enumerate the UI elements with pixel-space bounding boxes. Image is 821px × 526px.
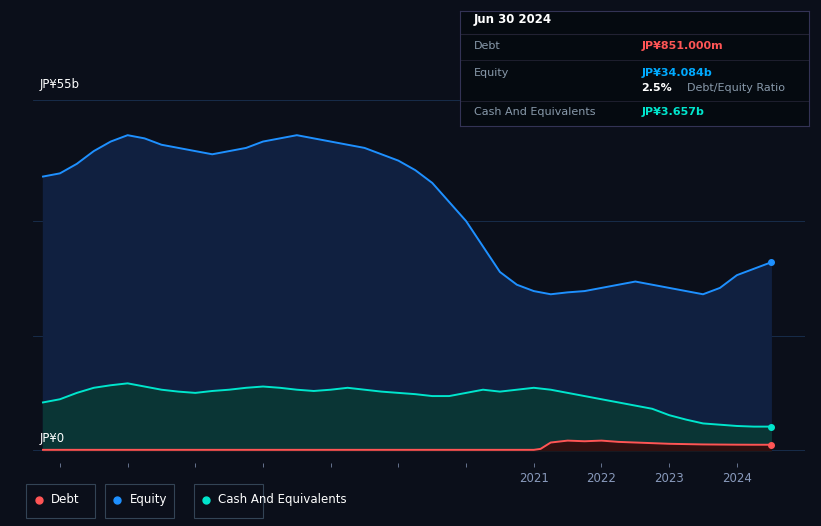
Text: Cash And Equivalents: Cash And Equivalents	[474, 107, 595, 117]
Text: Debt: Debt	[51, 493, 80, 506]
Text: Equity: Equity	[130, 493, 167, 506]
FancyBboxPatch shape	[105, 484, 174, 518]
Text: JP¥55b: JP¥55b	[39, 78, 80, 90]
Text: Debt/Equity Ratio: Debt/Equity Ratio	[686, 83, 785, 93]
Text: Debt: Debt	[474, 42, 501, 52]
Text: 2.5%: 2.5%	[641, 83, 672, 93]
Text: Cash And Equivalents: Cash And Equivalents	[218, 493, 347, 506]
Text: Equity: Equity	[474, 68, 509, 78]
FancyBboxPatch shape	[26, 484, 95, 518]
Text: JP¥3.657b: JP¥3.657b	[641, 107, 704, 117]
Text: JP¥0: JP¥0	[39, 432, 65, 445]
Text: JP¥34.084b: JP¥34.084b	[641, 68, 712, 78]
Text: JP¥851.000m: JP¥851.000m	[641, 42, 722, 52]
Text: Jun 30 2024: Jun 30 2024	[474, 13, 552, 26]
FancyBboxPatch shape	[194, 484, 263, 518]
